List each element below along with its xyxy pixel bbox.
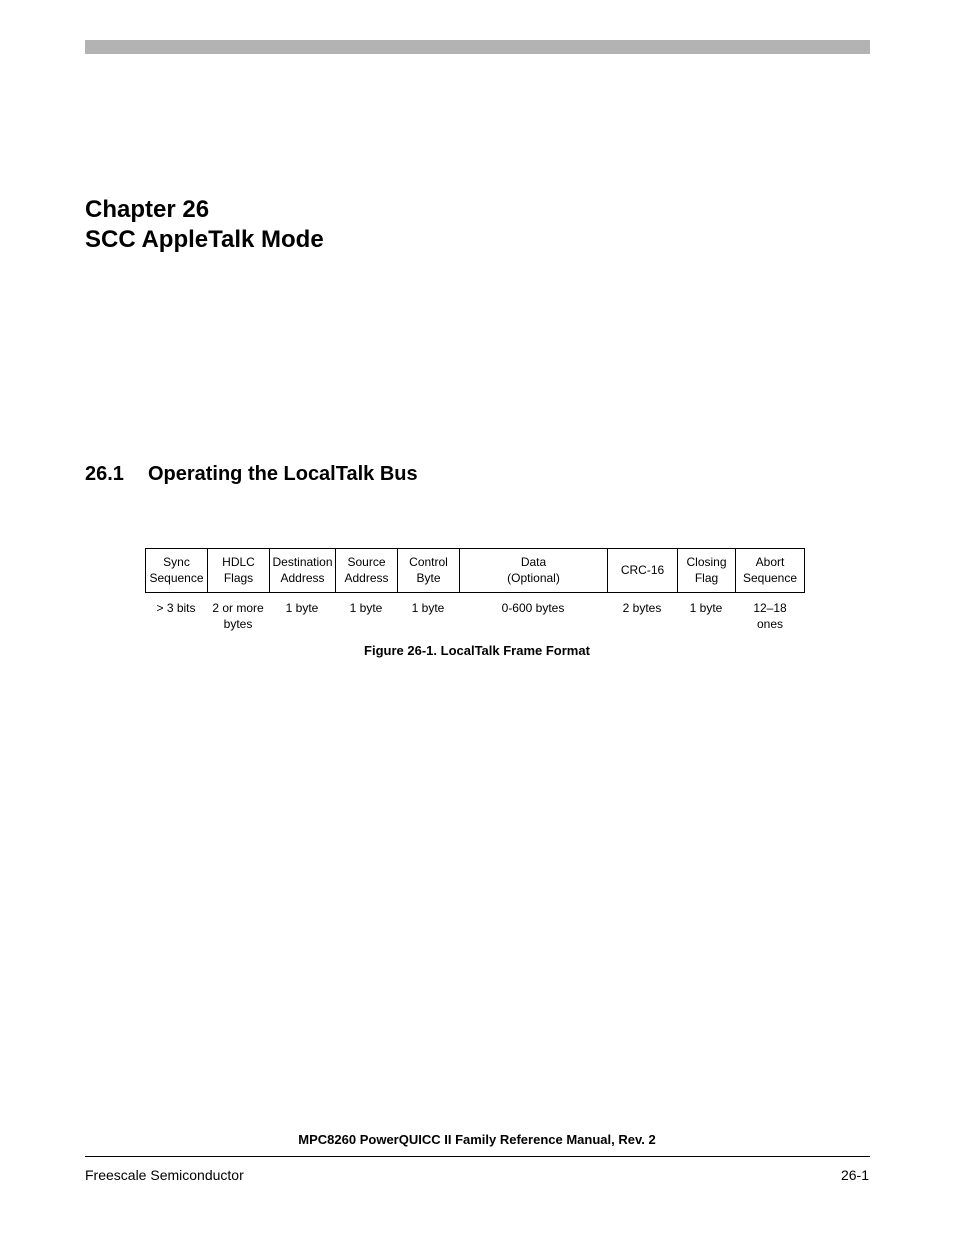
frame-field-label: Sequence bbox=[149, 571, 203, 587]
frame-field-label: Flags bbox=[224, 571, 253, 587]
frame-field: SyncSequence bbox=[145, 548, 207, 593]
frame-field-size: 1 byte bbox=[269, 597, 335, 632]
size-text: 2 bytes bbox=[623, 601, 662, 617]
frame-field-size: 1 byte bbox=[677, 597, 735, 632]
frame-field: Data(Optional) bbox=[459, 548, 607, 593]
footer-company: Freescale Semiconductor bbox=[85, 1167, 244, 1183]
size-text: 0-600 bytes bbox=[502, 601, 565, 617]
frame-field-label: Byte bbox=[416, 571, 440, 587]
size-text: 1 byte bbox=[350, 601, 383, 617]
frame-field-size: 2 or morebytes bbox=[207, 597, 269, 632]
size-text: bytes bbox=[224, 617, 253, 633]
size-text: 2 or more bbox=[212, 601, 263, 617]
frame-field-size: 2 bytes bbox=[607, 597, 677, 632]
frame-field-label: HDLC bbox=[222, 555, 255, 571]
frame-field-label: Address bbox=[344, 571, 388, 587]
frame-field-label: Flag bbox=[695, 571, 718, 587]
frame-field: DestinationAddress bbox=[269, 548, 335, 593]
frame-sizes-row: > 3 bits 2 or morebytes 1 byte 1 byte 1 byte… bbox=[145, 597, 805, 632]
frame-field-label: Control bbox=[409, 555, 448, 571]
frame-field-label: Sync bbox=[163, 555, 190, 571]
frame-field: CRC-16 bbox=[607, 548, 677, 593]
frame-field-size: 1 byte bbox=[335, 597, 397, 632]
frame-field-label: Source bbox=[347, 555, 385, 571]
size-text: > 3 bits bbox=[156, 601, 195, 617]
size-text: 1 byte bbox=[412, 601, 445, 617]
frame-field-size: 12–18 ones bbox=[735, 597, 805, 632]
footer-divider bbox=[85, 1156, 870, 1157]
frame-field-label: Closing bbox=[686, 555, 726, 571]
size-text: 1 byte bbox=[286, 601, 319, 617]
frame-field-label: Sequence bbox=[743, 571, 797, 587]
frame-field: AbortSequence bbox=[735, 548, 805, 593]
frame-field: HDLCFlags bbox=[207, 548, 269, 593]
size-text: 12–18 ones bbox=[739, 601, 801, 632]
frame-field-label: Data bbox=[521, 555, 546, 571]
frame-field: SourceAddress bbox=[335, 548, 397, 593]
section-number: 26.1 bbox=[85, 463, 124, 486]
frame-field-label: Abort bbox=[756, 555, 785, 571]
frame-diagram: SyncSequenceHDLCFlagsDestinationAddressS… bbox=[145, 548, 805, 593]
frame-field-size: 1 byte bbox=[397, 597, 459, 632]
header-bar bbox=[85, 40, 870, 54]
section-title-text: Operating the LocalTalk Bus bbox=[148, 463, 418, 485]
footer-manual-title: MPC8260 PowerQUICC II Family Reference M… bbox=[0, 1132, 954, 1147]
chapter-number-line: Chapter 26 bbox=[85, 195, 324, 225]
frame-field-label: Address bbox=[280, 571, 324, 587]
footer-page-number: 26-1 bbox=[841, 1167, 869, 1183]
frame-field-size: 0-600 bytes bbox=[459, 597, 607, 632]
frame-field-label: CRC-16 bbox=[621, 563, 664, 579]
size-text: 1 byte bbox=[690, 601, 723, 617]
frame-field: ClosingFlag bbox=[677, 548, 735, 593]
section-heading: 26.1 Operating the LocalTalk Bus bbox=[85, 463, 418, 486]
frame-field: ControlByte bbox=[397, 548, 459, 593]
frame-field-label: (Optional) bbox=[507, 571, 560, 587]
chapter-name-line: SCC AppleTalk Mode bbox=[85, 225, 324, 255]
figure-caption: Figure 26-1. LocalTalk Frame Format bbox=[0, 643, 954, 658]
frame-field-label: Destination bbox=[272, 555, 332, 571]
chapter-title: Chapter 26 SCC AppleTalk Mode bbox=[85, 195, 324, 255]
frame-field-size: > 3 bits bbox=[145, 597, 207, 632]
